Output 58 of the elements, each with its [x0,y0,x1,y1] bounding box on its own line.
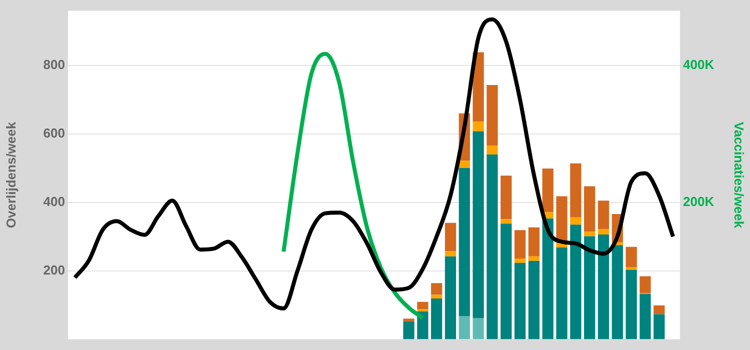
bar [431,294,442,298]
bar [598,200,610,230]
bar [486,85,498,146]
y-tick-label: 400 [43,194,65,209]
y2-tick-label: 200K [683,194,715,209]
bar [556,196,568,244]
bar [654,314,665,340]
bar [570,224,582,340]
bar [444,251,456,256]
y-tick-label: 800 [43,57,65,72]
bar [598,234,610,340]
y2-axis-title: Vaccinaties/week [732,122,747,229]
bar [598,229,610,235]
bar [458,168,470,316]
bar [514,230,526,258]
bar [417,302,428,310]
bar [472,318,484,340]
bar [431,298,442,340]
bar [458,316,470,340]
line-series [282,52,425,320]
bar [542,168,554,212]
bar [570,163,582,218]
bar [500,219,512,224]
bar [640,276,651,294]
y-tick-label: 200 [43,262,65,278]
bar [528,227,540,256]
bar [570,217,582,225]
bar [472,52,484,122]
y-axis-title: Overlijdens/week [3,121,18,228]
bar [556,248,568,340]
bar [500,224,512,340]
bar [514,258,526,263]
bar [403,321,414,340]
bar [458,160,470,168]
bar [584,186,596,232]
bar [472,131,484,318]
y2-tick-label: 400K [683,57,715,72]
bar [542,218,554,340]
line-series [72,17,676,310]
bar [514,262,526,340]
bar [431,283,442,295]
bar [528,256,540,261]
bar [612,245,623,340]
bar [444,256,456,340]
bar [584,236,596,340]
bar [654,305,665,314]
bar [403,318,414,322]
bar [444,222,456,252]
bar [500,176,512,220]
bar [640,294,651,340]
bar [472,122,484,132]
bar [626,246,637,268]
bar [528,260,540,340]
bar [486,146,498,154]
y-tick-label: 600 [43,126,65,141]
bar [486,154,498,340]
bar [626,270,637,340]
bar [626,267,637,270]
